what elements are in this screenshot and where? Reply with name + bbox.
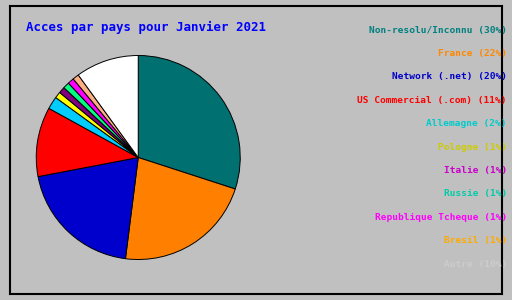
Text: Republique Tcheque (1%): Republique Tcheque (1%) — [375, 213, 507, 222]
Wedge shape — [56, 92, 138, 158]
Wedge shape — [36, 108, 138, 177]
Wedge shape — [59, 88, 138, 158]
Text: Autre (10%): Autre (10%) — [443, 260, 507, 268]
Text: Non-resolu/Inconnu (30%): Non-resolu/Inconnu (30%) — [369, 26, 507, 34]
Text: Italie (1%): Italie (1%) — [443, 166, 507, 175]
Wedge shape — [49, 98, 138, 158]
Wedge shape — [69, 79, 138, 158]
Text: France (22%): France (22%) — [438, 49, 507, 58]
Text: Allemagne (2%): Allemagne (2%) — [426, 119, 507, 128]
Text: Acces par pays pour Janvier 2021: Acces par pays pour Janvier 2021 — [26, 21, 266, 34]
Text: Bresil (1%): Bresil (1%) — [443, 236, 507, 245]
Wedge shape — [73, 75, 138, 158]
Wedge shape — [138, 56, 240, 189]
Wedge shape — [78, 56, 138, 158]
Text: Pologne (1%): Pologne (1%) — [438, 142, 507, 152]
Wedge shape — [64, 83, 138, 158]
Wedge shape — [125, 158, 235, 260]
Text: Russie (1%): Russie (1%) — [443, 189, 507, 198]
Wedge shape — [38, 158, 138, 259]
Text: US Commercial (.com) (11%): US Commercial (.com) (11%) — [357, 96, 507, 105]
Text: Network (.net) (20%): Network (.net) (20%) — [392, 72, 507, 81]
